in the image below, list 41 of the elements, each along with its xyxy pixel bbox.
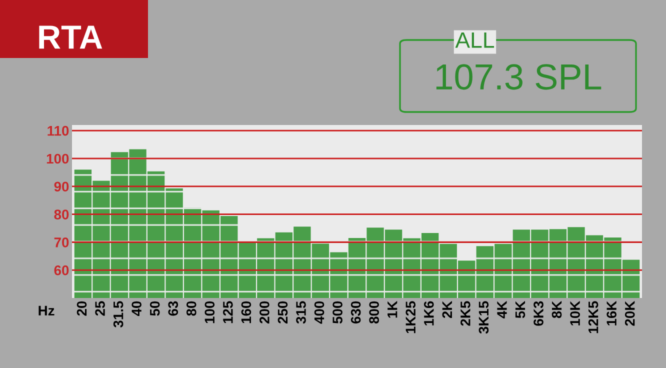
x-tick-label: 125 xyxy=(223,301,233,324)
x-tick-label: 160 xyxy=(241,301,252,324)
y-tick-label: 70 xyxy=(54,238,69,248)
x-tick-label: 10K xyxy=(570,300,580,326)
x-tick-label: 100 xyxy=(204,301,215,324)
x-tick-label: 16K xyxy=(606,300,616,326)
y-tick-label: 80 xyxy=(54,210,69,220)
x-tick-label: 200 xyxy=(260,301,270,324)
x-tick-label: 5K xyxy=(515,300,526,318)
x-tick-label: 3K15 xyxy=(478,301,489,334)
x-tick-label: 4K xyxy=(497,300,507,318)
x-tick-label: 315 xyxy=(296,301,306,324)
x-axis-title: Hz xyxy=(38,306,54,316)
x-tick-label: 800 xyxy=(369,301,379,324)
x-tick-label: 80 xyxy=(186,301,196,316)
x-tick-label: 400 xyxy=(314,301,324,324)
text: ALL xyxy=(455,32,494,48)
y-tick-label: 60 xyxy=(54,265,69,276)
x-tick-label: 630 xyxy=(350,301,361,324)
x-tick-label: 500 xyxy=(332,301,342,324)
x-tick-label: 25 xyxy=(95,301,105,316)
chart-title: RTA xyxy=(39,26,102,49)
x-tick-label: 12K5 xyxy=(588,301,598,334)
y-tick-label: 110 xyxy=(48,126,69,136)
x-tick-label: 63 xyxy=(168,301,178,316)
x-tick-label: 50 xyxy=(150,301,160,316)
x-tick-label: 8K xyxy=(552,300,562,318)
x-tick-label: 250 xyxy=(278,301,288,324)
x-tick-label: 20 xyxy=(76,301,87,316)
x-tick-label: 2K5 xyxy=(460,301,470,326)
x-tick-label: 40 xyxy=(132,301,142,316)
x-tick-label: 6K3 xyxy=(534,301,544,326)
x-tick-label: 2K xyxy=(442,300,452,318)
x-tick-label: 1K6 xyxy=(424,301,434,326)
x-tick-label: 1K25 xyxy=(406,301,416,334)
x-tick-label: 1K xyxy=(388,300,398,318)
y-tick-label: 100 xyxy=(46,154,69,164)
x-tick-label: 31.5 xyxy=(113,301,124,328)
x-tick-label: 20K xyxy=(624,300,635,326)
text: 107.3 SPL xyxy=(436,64,602,90)
y-tick-label: 90 xyxy=(54,182,69,192)
